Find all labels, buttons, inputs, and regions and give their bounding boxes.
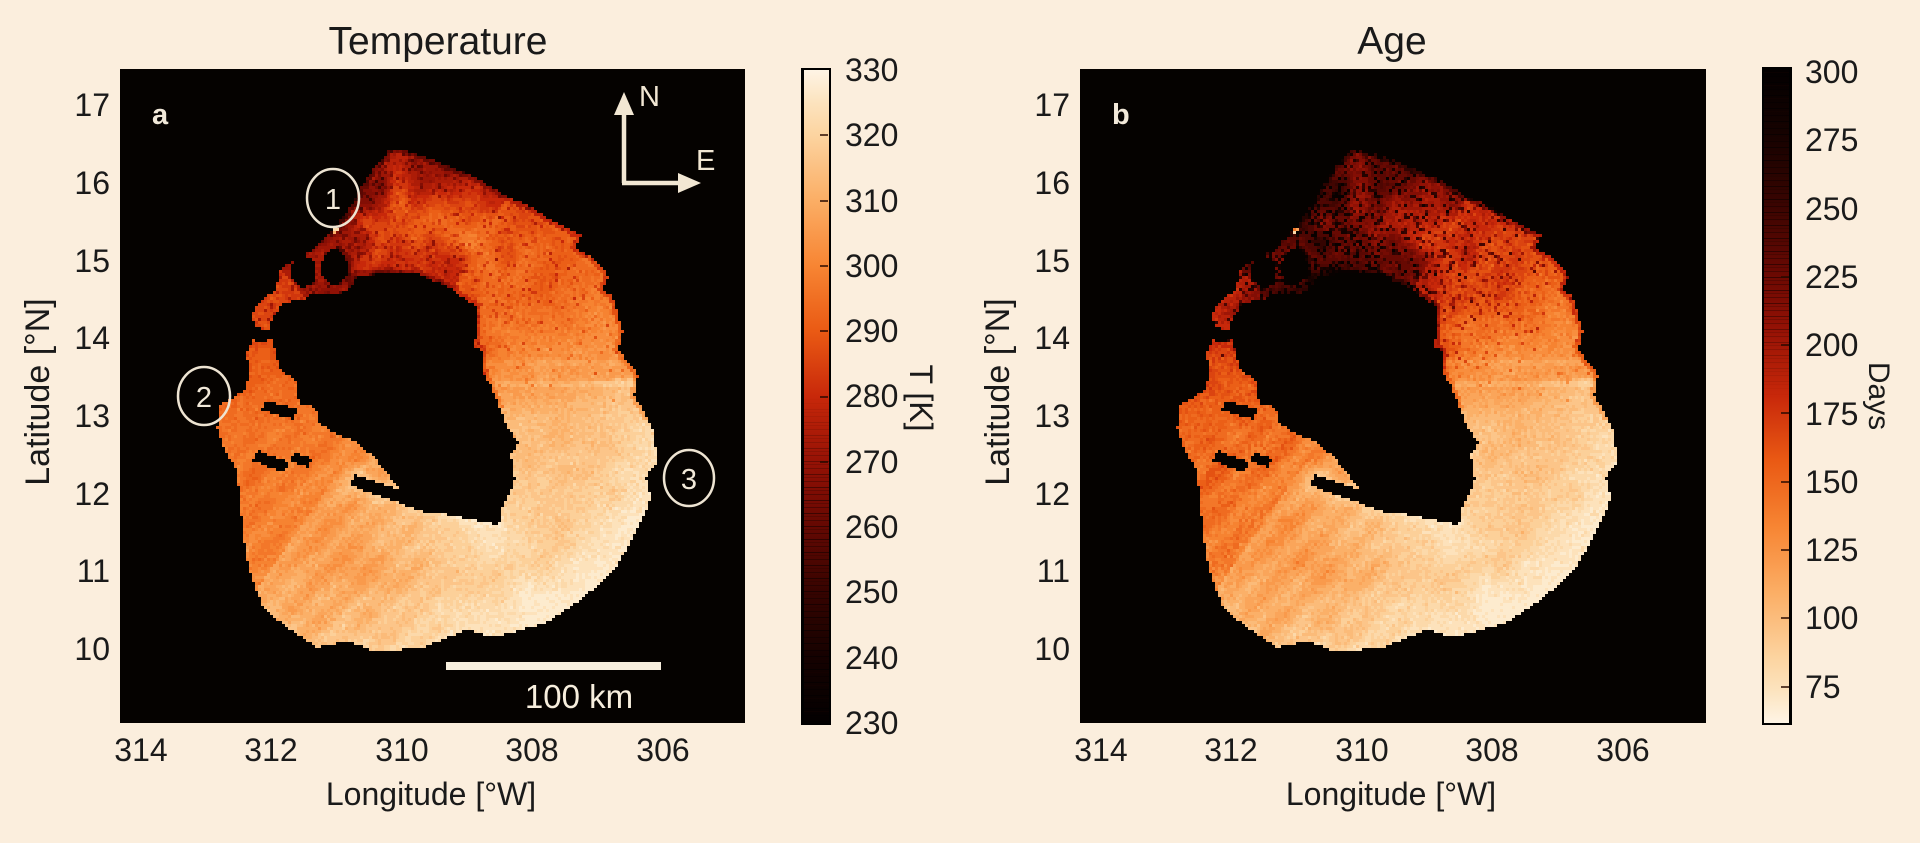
svg-text:1: 1: [325, 184, 341, 216]
svg-text:E: E: [696, 145, 715, 177]
svg-text:b: b: [1112, 99, 1130, 131]
svg-text:N: N: [639, 81, 660, 113]
svg-text:100 km: 100 km: [525, 678, 633, 715]
svg-text:3: 3: [681, 464, 697, 496]
svg-text:2: 2: [196, 382, 212, 414]
svg-text:a: a: [152, 99, 169, 131]
